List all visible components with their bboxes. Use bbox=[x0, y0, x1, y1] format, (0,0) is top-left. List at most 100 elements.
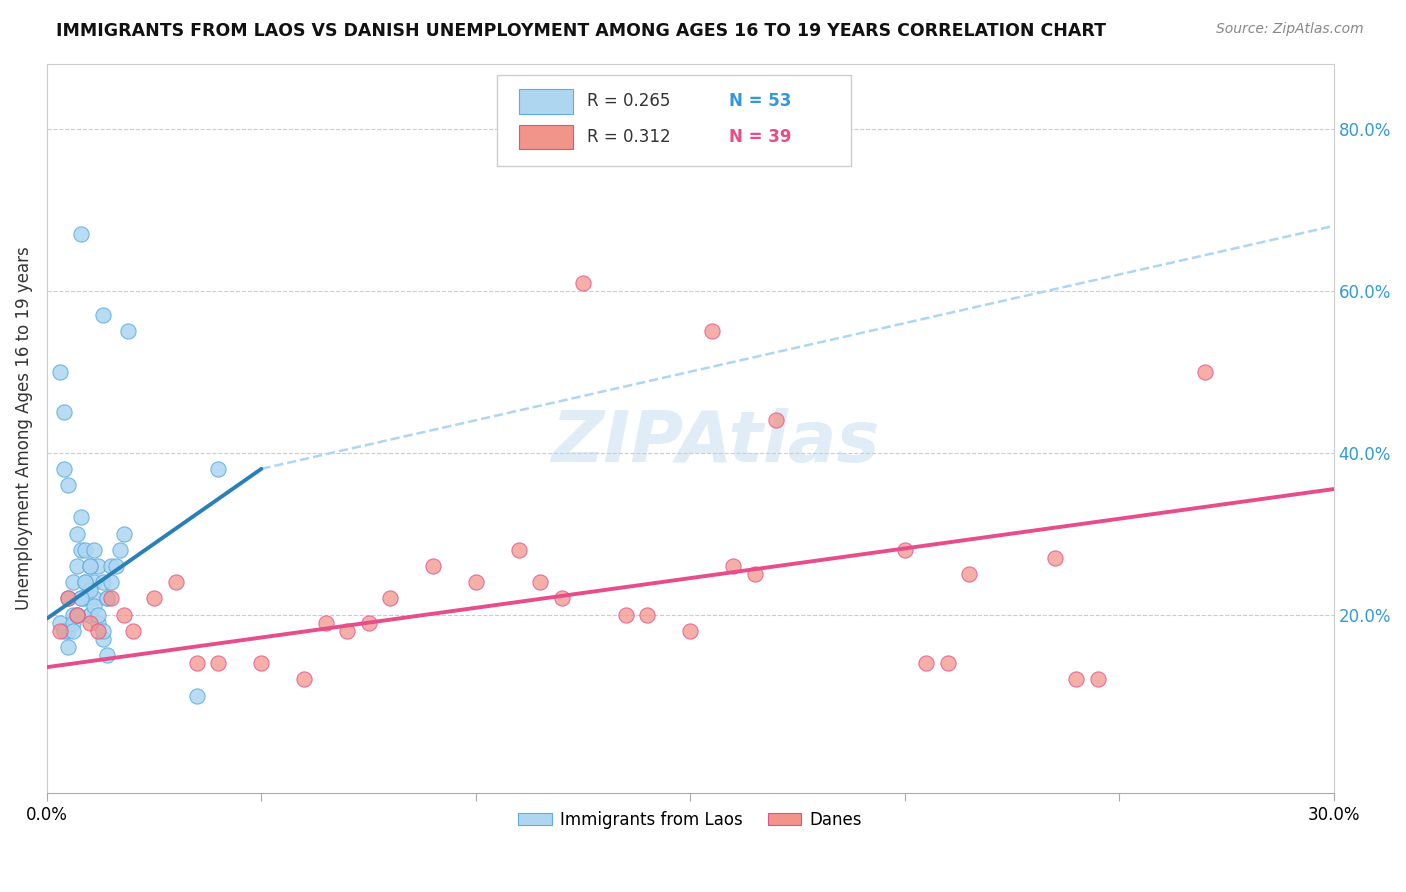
Point bbox=[357, 615, 380, 630]
Bar bbox=[519, 125, 574, 149]
Point bbox=[1043, 550, 1066, 565]
Point bbox=[100, 575, 122, 590]
Point bbox=[250, 656, 273, 670]
Point bbox=[957, 567, 980, 582]
Text: ZIPAtlas: ZIPAtlas bbox=[551, 409, 880, 477]
Point bbox=[49, 615, 72, 630]
Point bbox=[70, 591, 93, 606]
Point bbox=[79, 583, 101, 598]
Point bbox=[66, 526, 89, 541]
Text: IMMIGRANTS FROM LAOS VS DANISH UNEMPLOYMENT AMONG AGES 16 TO 19 YEARS CORRELATIO: IMMIGRANTS FROM LAOS VS DANISH UNEMPLOYM… bbox=[56, 22, 1107, 40]
Point bbox=[87, 624, 110, 638]
Point bbox=[58, 591, 80, 606]
FancyBboxPatch shape bbox=[498, 75, 851, 166]
Point bbox=[79, 615, 101, 630]
Point bbox=[915, 656, 938, 670]
Point bbox=[66, 559, 89, 574]
Point bbox=[1087, 673, 1109, 687]
Bar bbox=[519, 89, 574, 113]
Point bbox=[53, 624, 76, 638]
Point bbox=[336, 624, 359, 638]
Point bbox=[292, 673, 315, 687]
Point bbox=[186, 689, 208, 703]
Point bbox=[58, 640, 80, 654]
Text: N = 53: N = 53 bbox=[728, 92, 792, 111]
Point bbox=[165, 575, 187, 590]
Point bbox=[91, 624, 114, 638]
Point bbox=[91, 632, 114, 646]
Point bbox=[79, 559, 101, 574]
Point bbox=[112, 526, 135, 541]
Point bbox=[207, 656, 229, 670]
Point bbox=[83, 542, 105, 557]
Point bbox=[679, 624, 702, 638]
Point bbox=[100, 591, 122, 606]
Text: Source: ZipAtlas.com: Source: ZipAtlas.com bbox=[1216, 22, 1364, 37]
Point bbox=[636, 607, 658, 622]
Point bbox=[75, 542, 97, 557]
Point bbox=[143, 591, 166, 606]
Point bbox=[75, 575, 97, 590]
Point bbox=[572, 276, 595, 290]
Point bbox=[62, 615, 84, 630]
Point bbox=[508, 542, 530, 557]
Point bbox=[83, 599, 105, 614]
Point bbox=[721, 559, 744, 574]
Point bbox=[744, 567, 766, 582]
Point bbox=[79, 607, 101, 622]
Point bbox=[53, 462, 76, 476]
Point bbox=[893, 542, 915, 557]
Point bbox=[58, 478, 80, 492]
Point bbox=[100, 559, 122, 574]
Text: N = 39: N = 39 bbox=[728, 128, 792, 146]
Point bbox=[87, 615, 110, 630]
Point bbox=[96, 591, 118, 606]
Point bbox=[66, 607, 89, 622]
Point bbox=[112, 607, 135, 622]
Point bbox=[66, 607, 89, 622]
Point bbox=[49, 624, 72, 638]
Point bbox=[70, 227, 93, 241]
Point bbox=[91, 575, 114, 590]
Point bbox=[91, 308, 114, 322]
Point bbox=[186, 656, 208, 670]
Point bbox=[96, 648, 118, 662]
Point bbox=[70, 510, 93, 524]
Point bbox=[58, 591, 80, 606]
Point bbox=[315, 615, 337, 630]
Point bbox=[422, 559, 444, 574]
Legend: Immigrants from Laos, Danes: Immigrants from Laos, Danes bbox=[512, 804, 869, 835]
Point bbox=[66, 607, 89, 622]
Point bbox=[121, 624, 143, 638]
Point bbox=[49, 365, 72, 379]
Point bbox=[117, 324, 139, 338]
Point bbox=[87, 559, 110, 574]
Point bbox=[53, 405, 76, 419]
Point bbox=[75, 575, 97, 590]
Point bbox=[104, 559, 127, 574]
Point bbox=[83, 591, 105, 606]
Point bbox=[529, 575, 551, 590]
Point bbox=[378, 591, 401, 606]
Point bbox=[96, 591, 118, 606]
Point bbox=[75, 591, 97, 606]
Point bbox=[550, 591, 572, 606]
Point bbox=[700, 324, 723, 338]
Point bbox=[1194, 365, 1216, 379]
Point bbox=[70, 542, 93, 557]
Point bbox=[464, 575, 486, 590]
Point bbox=[765, 413, 787, 427]
Point bbox=[70, 591, 93, 606]
Point bbox=[936, 656, 959, 670]
Text: R = 0.265: R = 0.265 bbox=[588, 92, 671, 111]
Point bbox=[1064, 673, 1087, 687]
Point bbox=[83, 575, 105, 590]
Y-axis label: Unemployment Among Ages 16 to 19 years: Unemployment Among Ages 16 to 19 years bbox=[15, 246, 32, 610]
Point bbox=[62, 575, 84, 590]
Text: R = 0.312: R = 0.312 bbox=[588, 128, 671, 146]
Point bbox=[87, 607, 110, 622]
Point bbox=[62, 607, 84, 622]
Point bbox=[58, 624, 80, 638]
Point bbox=[614, 607, 637, 622]
Point bbox=[79, 607, 101, 622]
